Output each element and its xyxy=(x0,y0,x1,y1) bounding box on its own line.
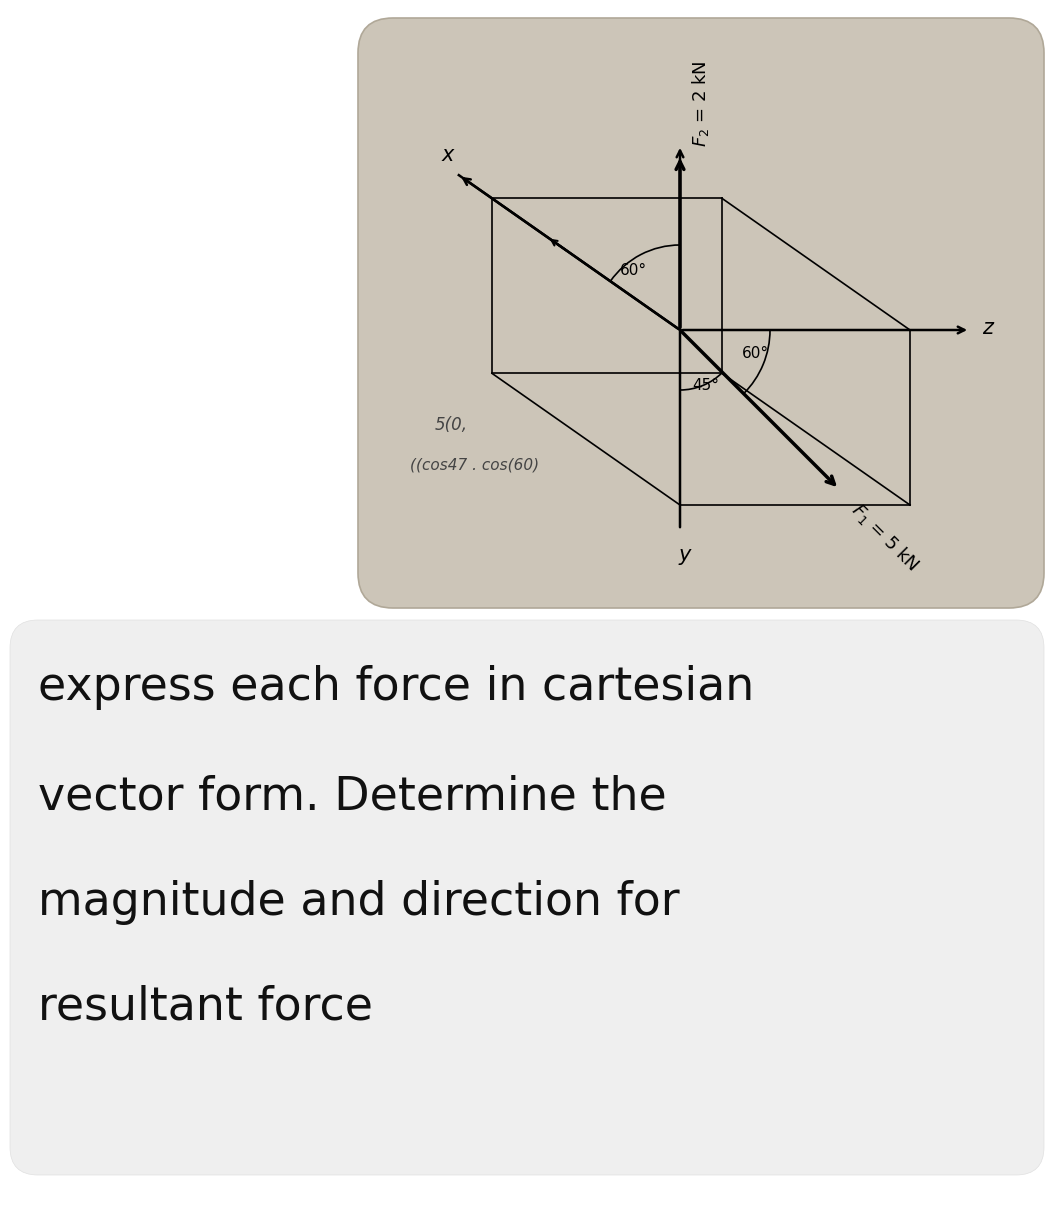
Text: z: z xyxy=(982,318,993,338)
Text: resultant force: resultant force xyxy=(38,985,373,1030)
FancyBboxPatch shape xyxy=(9,621,1045,1174)
Text: vector form. Determine the: vector form. Determine the xyxy=(38,774,667,821)
FancyBboxPatch shape xyxy=(358,18,1045,608)
Text: 60°: 60° xyxy=(620,263,647,278)
Text: $F_1$ = 5 kN: $F_1$ = 5 kN xyxy=(847,499,923,576)
Text: ((cos47 . cos(60): ((cos47 . cos(60) xyxy=(410,458,540,473)
Text: magnitude and direction for: magnitude and direction for xyxy=(38,880,680,925)
Text: $F_2$ = 2 kN: $F_2$ = 2 kN xyxy=(690,61,711,147)
Text: 60°: 60° xyxy=(742,345,769,361)
Text: 5(0,: 5(0, xyxy=(435,416,468,434)
Text: express each force in cartesian: express each force in cartesian xyxy=(38,665,755,710)
Text: x: x xyxy=(442,145,454,165)
Text: y: y xyxy=(679,545,691,565)
Text: 45°: 45° xyxy=(692,378,719,393)
